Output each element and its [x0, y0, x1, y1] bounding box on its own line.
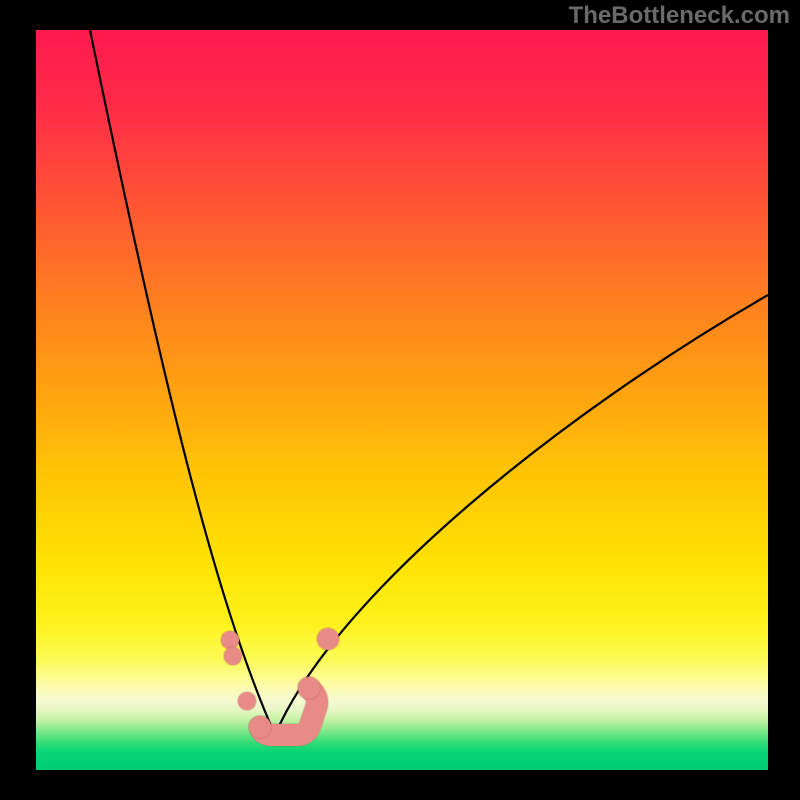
watermark-text: TheBottleneck.com — [569, 2, 790, 30]
bottleneck-chart — [0, 0, 800, 800]
chart-container: { "watermark": { "text": "TheBottleneck.… — [0, 0, 800, 800]
gradient-background — [36, 30, 768, 770]
